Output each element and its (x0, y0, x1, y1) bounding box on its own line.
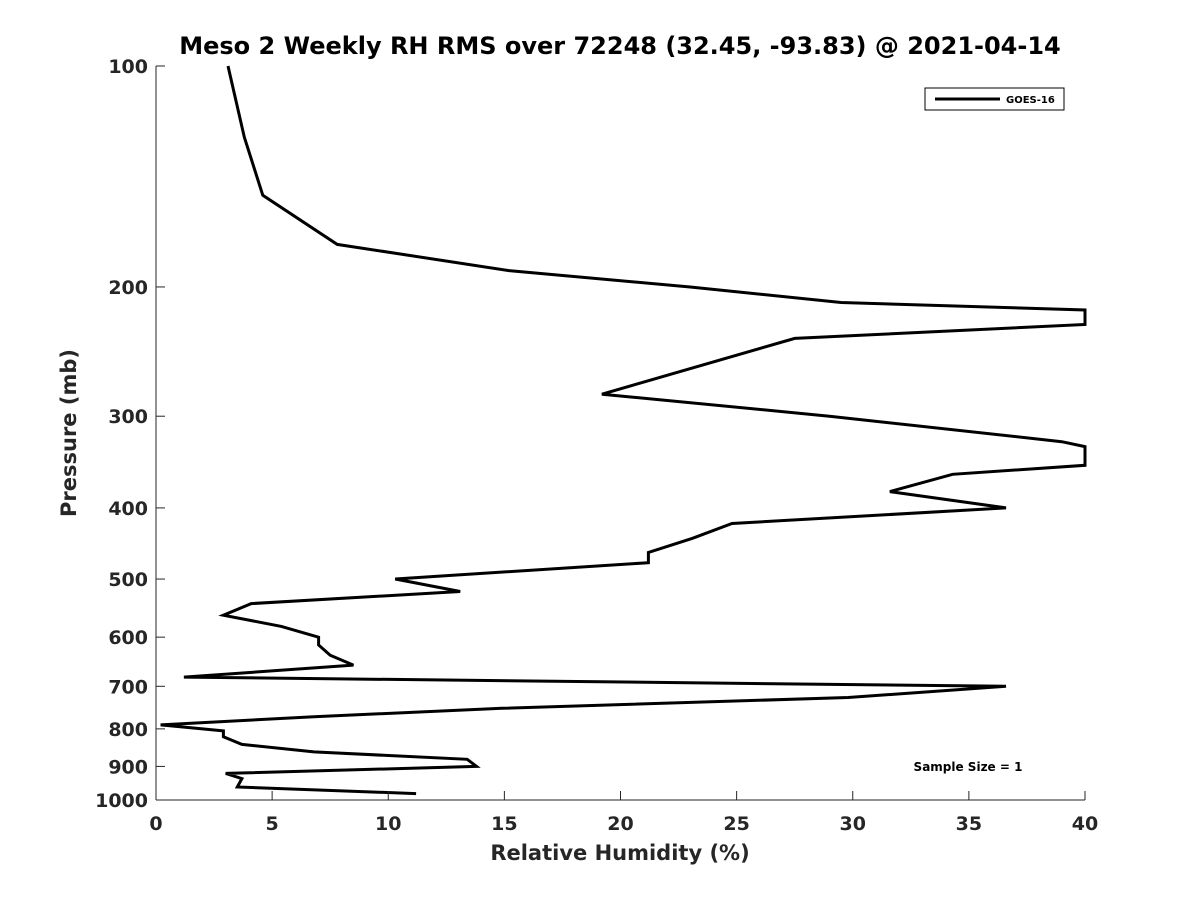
x-tick-label: 20 (607, 813, 633, 835)
y-tick-label: 300 (108, 406, 148, 428)
x-tick-label: 10 (375, 813, 401, 835)
series-line-goes-16 (160, 65, 1087, 796)
plot-area (155, 65, 1087, 801)
x-tick-label: 0 (149, 813, 162, 835)
x-tick-label: 30 (840, 813, 866, 835)
x-axis: 0 5 10 15 20 25 30 35 40 (149, 791, 1098, 835)
x-axis-label: Relative Humidity (%) (490, 841, 749, 865)
y-tick-label: 700 (108, 676, 148, 698)
x-tick-label: 25 (723, 813, 749, 835)
y-tick-label: 400 (108, 498, 148, 520)
x-tick-label: 15 (491, 813, 517, 835)
y-tick-label: 900 (108, 756, 148, 778)
y-tick-label: 800 (108, 719, 148, 741)
y-tick-label: 600 (108, 627, 148, 649)
y-tick-label: 500 (108, 569, 148, 591)
y-axis-label: Pressure (mb) (57, 349, 81, 517)
x-tick-label: 35 (956, 813, 982, 835)
x-tick-label: 40 (1072, 813, 1098, 835)
legend: GOES-16 (924, 87, 1065, 111)
y-tick-label: 200 (108, 277, 148, 299)
chart-title: Meso 2 Weekly RH RMS over 72248 (32.45, … (179, 32, 1061, 60)
y-tick-label: 100 (108, 56, 148, 78)
sample-size-annotation: Sample Size = 1 (914, 760, 1023, 774)
x-tick-label: 5 (266, 813, 279, 835)
y-tick-label: 1000 (95, 790, 148, 812)
legend-label: GOES-16 (1006, 95, 1055, 106)
y-axis: 100 200 300 400 500 600 700 800 900 1000 (95, 56, 165, 812)
